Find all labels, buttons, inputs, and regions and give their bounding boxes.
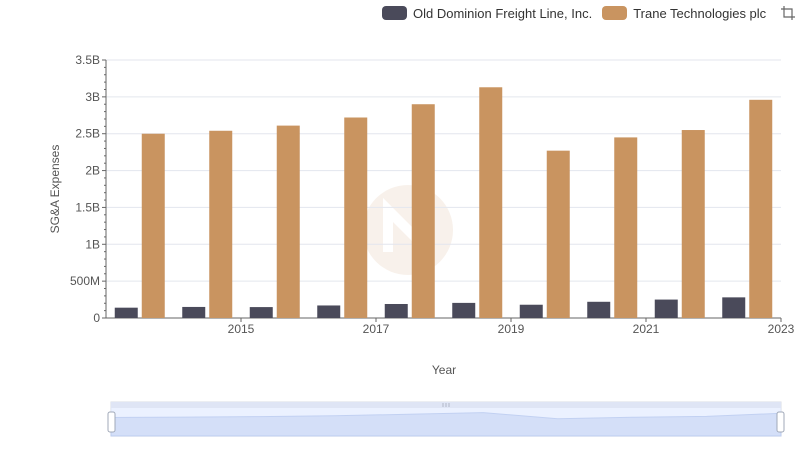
zoom-icon[interactable] — [780, 5, 796, 21]
y-tick-label: 3B — [85, 90, 100, 104]
bar-old-dominion-2021[interactable] — [587, 301, 611, 318]
x-tick-label: 2019 — [498, 322, 525, 336]
bar-trane-2016[interactable] — [276, 125, 300, 318]
y-tick-label: 2B — [85, 164, 100, 178]
x-tick-label: 2023 — [768, 322, 795, 336]
bar-old-dominion-2017[interactable] — [317, 305, 341, 318]
y-tick-label: 1.5B — [75, 200, 100, 214]
legend: Old Dominion Freight Line, Inc. Trane Te… — [382, 4, 800, 22]
y-axis-title: SG&A Expenses — [48, 145, 62, 234]
legend-item-trane[interactable]: Trane Technologies plc — [602, 6, 766, 21]
x-tick-label: 2021 — [633, 322, 660, 336]
bar-trane-2018[interactable] — [411, 104, 435, 318]
bar-trane-2023[interactable] — [749, 99, 773, 318]
datazoom-grip-icon[interactable] — [442, 403, 450, 407]
x-axis-title: Year — [432, 363, 456, 377]
y-tick-label: 0 — [93, 311, 100, 325]
legend-label-old-dominion: Old Dominion Freight Line, Inc. — [413, 5, 593, 21]
x-tick-label: 2017 — [363, 322, 390, 336]
bar-old-dominion-2016[interactable] — [249, 307, 273, 318]
bar-old-dominion-2019[interactable] — [452, 302, 476, 318]
x-tick-label: 2015 — [228, 322, 255, 336]
bar-old-dominion-2022[interactable] — [654, 299, 678, 318]
legend-item-old-dominion[interactable]: Old Dominion Freight Line, Inc. — [382, 6, 592, 21]
bar-old-dominion-2014[interactable] — [114, 307, 138, 318]
bar-trane-2014[interactable] — [141, 133, 165, 318]
bar-trane-2020[interactable] — [546, 150, 570, 318]
datazoom-right-handle[interactable] — [776, 411, 785, 433]
bar-old-dominion-2018[interactable] — [384, 303, 408, 318]
datazoom-left-handle[interactable] — [107, 411, 116, 433]
y-tick-label: 1B — [85, 237, 100, 251]
bar-trane-2019[interactable] — [479, 87, 503, 318]
bar-trane-2015[interactable] — [209, 130, 233, 318]
bar-trane-2022[interactable] — [681, 130, 705, 318]
bars — [114, 87, 773, 318]
bar-old-dominion-2015[interactable] — [182, 306, 206, 318]
y-tick-label: 3.5B — [75, 53, 100, 67]
bar-old-dominion-2020[interactable] — [519, 304, 543, 318]
y-axis: 0 500M 1B 1.5B 2B 2.5B 3B 3.5B — [70, 53, 107, 325]
legend-swatch-old-dominion — [382, 6, 407, 20]
watermark-logo — [363, 185, 453, 275]
datazoom-slider[interactable] — [107, 401, 785, 437]
bar-trane-2017[interactable] — [344, 117, 368, 318]
legend-swatch-trane — [602, 6, 628, 20]
x-axis: 2015 2017 2019 2021 2023 — [106, 317, 795, 336]
bar-old-dominion-2023[interactable] — [722, 297, 746, 318]
y-tick-label: 500M — [70, 274, 100, 288]
y-tick-label: 2.5B — [75, 127, 100, 141]
bar-trane-2021[interactable] — [614, 137, 638, 318]
legend-label-trane: Trane Technologies plc — [633, 5, 767, 21]
